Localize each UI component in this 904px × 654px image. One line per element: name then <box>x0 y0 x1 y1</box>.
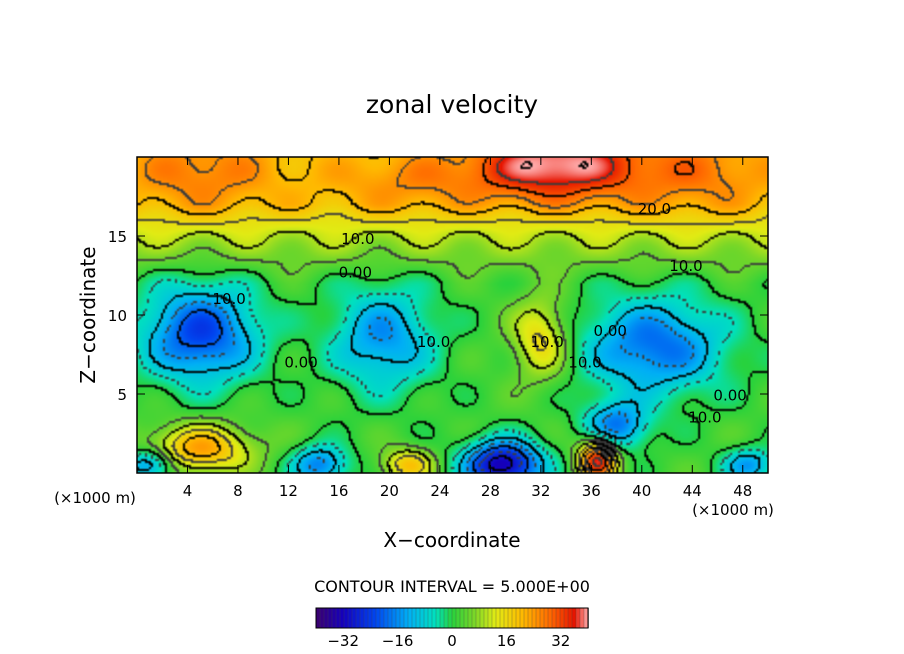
x-tick-label: 20 <box>380 482 399 500</box>
contour-interval-text: CONTOUR INTERVAL = 5.000E+00 <box>314 577 590 596</box>
contour-labels: 20.0 10.0 10.0 0.00 10.0 10.0 0.00 10.0 10.0 0.00… <box>212 200 746 427</box>
colorbar-frame <box>315 607 589 629</box>
colorbar-tick-label: 32 <box>551 632 570 650</box>
contour-label: 0.00 <box>594 322 627 340</box>
x-tick-label: 40 <box>632 482 651 500</box>
x-tick-label: 28 <box>481 482 500 500</box>
contour-label: 10.0 <box>688 409 721 427</box>
colorbar: −32 −16 0 16 32 <box>315 607 589 650</box>
x-tick-label: 4 <box>183 482 193 500</box>
x-tick-label: 48 <box>733 482 752 500</box>
x-tick-label: 24 <box>430 482 449 500</box>
x-unit-label-right: (×1000 m) <box>692 501 774 519</box>
x-tick-label: 12 <box>279 482 298 500</box>
contour-label: 0.00 <box>339 263 372 281</box>
chart-title: zonal velocity <box>366 90 538 119</box>
x-tick-label: 44 <box>683 482 702 500</box>
y-tick-label: 5 <box>117 386 127 404</box>
contour-label: 10.0 <box>530 333 563 351</box>
contour-label: 10.0 <box>212 290 245 308</box>
x-tick-label: 36 <box>582 482 601 500</box>
contour-label: 10.0 <box>669 257 702 275</box>
contour-label: 20.0 <box>638 200 671 218</box>
colorbar-tick-labels: −32 −16 0 16 32 <box>327 632 570 650</box>
colorbar-tick-label: 16 <box>497 632 516 650</box>
contour-label: 0.00 <box>713 387 746 405</box>
x-axis-ticks: 4 8 12 16 20 24 28 32 36 40 44 48 <box>183 157 752 500</box>
contour-label: 10.0 <box>417 333 450 351</box>
y-tick-label: 15 <box>108 228 127 246</box>
colorbar-tick-label: −32 <box>327 632 359 650</box>
x-axis-label: X−coordinate <box>383 528 520 552</box>
x-unit-label-left: (×1000 m) <box>54 489 136 507</box>
contour-label: 10.0 <box>568 353 601 371</box>
y-axis-ticks: 5 10 15 <box>108 228 768 404</box>
velocity-field-heatmap <box>137 157 768 473</box>
contour-label: 0.00 <box>284 353 317 371</box>
x-tick-label: 32 <box>531 482 550 500</box>
x-tick-label: 8 <box>233 482 243 500</box>
x-tick-label: 16 <box>329 482 348 500</box>
contour-label: 10.0 <box>341 230 374 248</box>
y-axis-label: Z−coordinate <box>76 246 100 383</box>
plot-area: 20.0 10.0 10.0 0.00 10.0 10.0 0.00 10.0 10.0 0.00… <box>108 156 769 500</box>
colorbar-tick-label: 0 <box>447 632 457 650</box>
y-tick-label: 10 <box>108 307 127 325</box>
colorbar-tick-label: −16 <box>382 632 414 650</box>
colorbar-cells <box>315 607 589 629</box>
